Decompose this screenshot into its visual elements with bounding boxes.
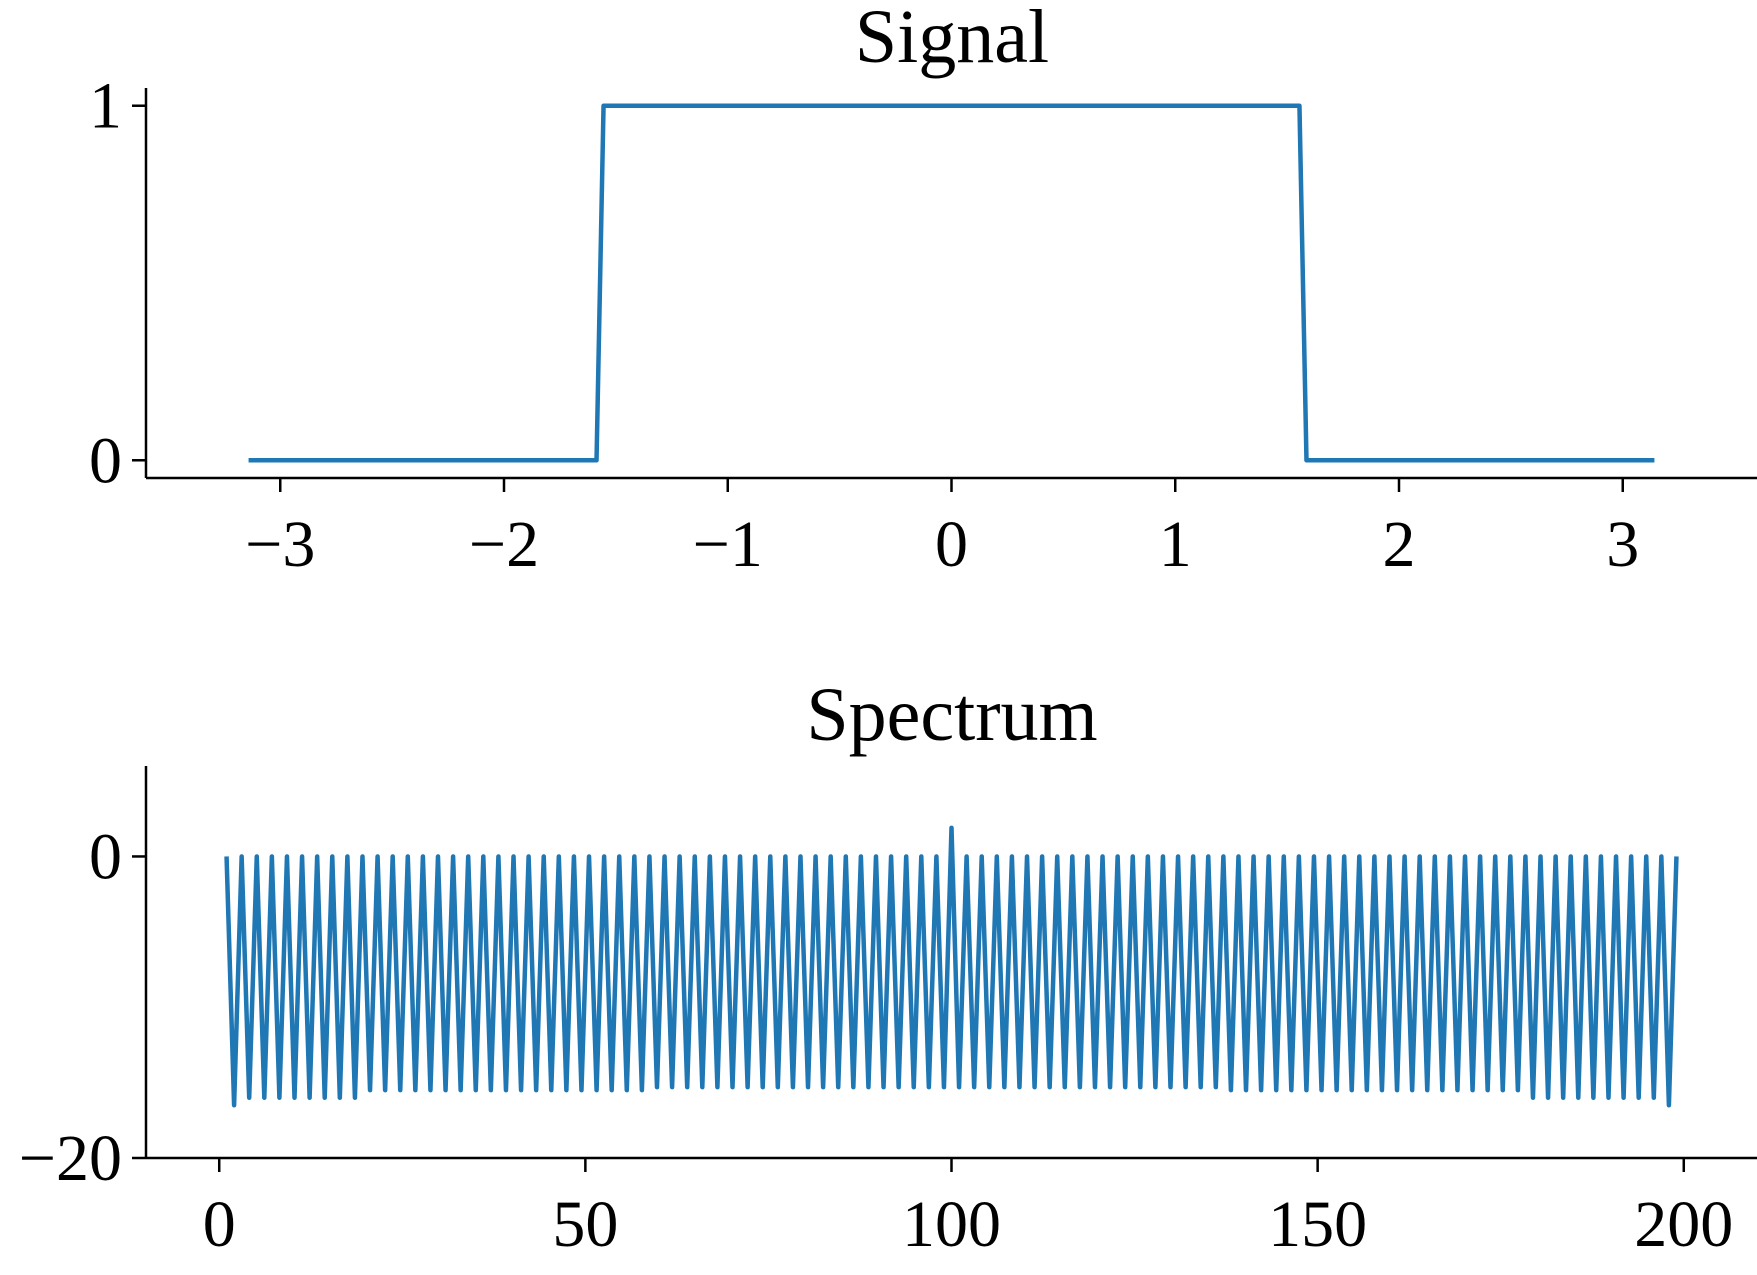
signal-ticks: [132, 104, 1624, 492]
spectrum-panel: Spectrum 0 50 100 150 200 −20 0: [19, 673, 1757, 1261]
signal-y-tick-label: 0: [89, 424, 122, 497]
spectrum-tick-labels: 0 50 100 150 200 −20 0: [19, 820, 1734, 1261]
spectrum-y-tick-label: 0: [89, 820, 122, 893]
spectrum-y-tick-label: −20: [19, 1122, 122, 1195]
signal-title: Signal: [855, 0, 1049, 79]
signal-tick-labels: −3 −2 −1 0 1 2 3 0 1: [89, 70, 1639, 581]
signal-x-tick-label: −3: [245, 508, 315, 581]
signal-x-tick-label: 1: [1159, 508, 1192, 581]
signal-x-tick-label: 0: [935, 508, 968, 581]
spectrum-x-tick-label: 0: [203, 1188, 236, 1261]
signal-x-tick-label: 3: [1606, 508, 1639, 581]
spectrum-x-tick-label: 100: [902, 1188, 1001, 1261]
spectrum-x-tick-label: 200: [1634, 1188, 1733, 1261]
signal-panel: Signal −3 −2 −1 0 1 2 3 0 1: [89, 0, 1757, 581]
signal-x-tick-label: 2: [1383, 508, 1416, 581]
spectrum-ticks: [132, 855, 1686, 1172]
signal-series-line: [248, 103, 1655, 463]
signal-x-tick-label: −2: [469, 508, 539, 581]
signal-y-tick-label: 1: [89, 70, 122, 143]
spectrum-title: Spectrum: [806, 673, 1097, 757]
spectrum-x-tick-label: 150: [1268, 1188, 1367, 1261]
signal-x-tick-label: −1: [693, 508, 763, 581]
spectrum-x-tick-label: 50: [552, 1188, 618, 1261]
spectrum-series-line: [224, 825, 1679, 1108]
